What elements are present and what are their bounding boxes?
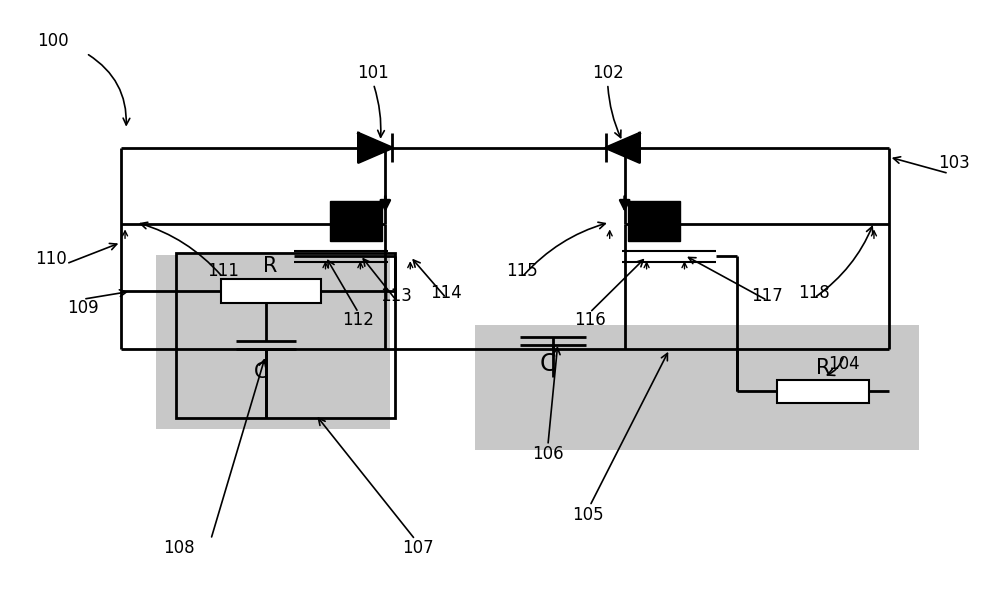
Bar (156, 254, 390, 428)
Bar (221, 279, 320, 303)
Text: 107: 107 (402, 539, 434, 557)
Text: 117: 117 (751, 286, 783, 305)
Text: 102: 102 (592, 64, 624, 82)
Bar (330, 201, 382, 241)
Text: 116: 116 (574, 311, 606, 329)
Text: 101: 101 (357, 64, 389, 82)
Text: 100: 100 (37, 32, 69, 50)
Text: 113: 113 (380, 286, 412, 305)
Bar (475, 325, 919, 450)
Text: 105: 105 (572, 506, 604, 524)
Bar (176, 253, 395, 417)
Text: R: R (816, 358, 830, 378)
Text: 111: 111 (207, 262, 239, 280)
Text: 103: 103 (938, 154, 970, 172)
Text: 115: 115 (506, 262, 538, 280)
Text: C: C (253, 362, 268, 382)
Text: 110: 110 (35, 250, 67, 268)
Text: 104: 104 (828, 356, 860, 373)
Text: C: C (540, 352, 556, 376)
Bar (628, 201, 680, 241)
Text: 109: 109 (67, 299, 99, 317)
Polygon shape (358, 133, 392, 162)
Bar (777, 379, 869, 403)
Text: 112: 112 (342, 311, 374, 329)
Text: R: R (263, 256, 278, 276)
Text: 118: 118 (798, 284, 830, 302)
Text: 114: 114 (430, 284, 462, 302)
Text: 106: 106 (532, 445, 564, 463)
Text: 108: 108 (163, 539, 195, 557)
Polygon shape (606, 133, 640, 162)
